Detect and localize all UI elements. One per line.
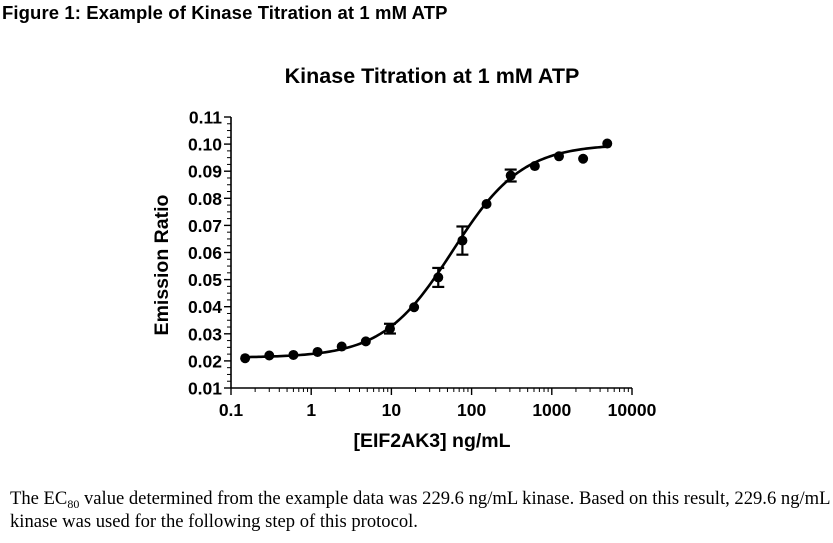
y-tick-label: 0.08	[188, 189, 222, 209]
caption-text-ec: The EC	[10, 488, 68, 509]
data-point	[481, 198, 492, 209]
y-tick-label: 0.05	[188, 270, 222, 290]
x-tick-label: 1000	[532, 400, 571, 420]
y-tick-label: 0.01	[188, 379, 222, 399]
x-tick-label: 10	[382, 400, 402, 420]
y-tick-label: 0.04	[188, 297, 222, 317]
y-tick-label: 0.03	[188, 324, 222, 344]
y-tick-label: 0.09	[188, 162, 222, 182]
data-points	[240, 138, 613, 364]
data-point	[409, 302, 420, 313]
data-point	[264, 350, 275, 361]
caption-subscript: 80	[67, 497, 80, 511]
data-point	[553, 151, 564, 162]
data-point	[602, 138, 613, 149]
x-tick-label: 10000	[608, 400, 657, 420]
y-tick-label: 0.10	[188, 135, 222, 155]
x-tick-label: 1	[306, 400, 316, 420]
data-point	[312, 346, 323, 357]
y-tick-label: 0.11	[189, 108, 222, 128]
y-tick-label: 0.02	[188, 351, 222, 371]
data-point	[288, 349, 299, 360]
y-axis: 0.01 0.02 0.03 0.04 0.05 0.06 0.07 0.08 0.09 0.10…	[188, 108, 232, 399]
x-tick-label: 100	[457, 400, 486, 420]
x-tick-label: 0.1	[219, 400, 244, 420]
data-point	[360, 336, 371, 347]
figure-title: Figure 1: Example of Kinase Titration at…	[2, 2, 448, 23]
data-point	[505, 170, 516, 181]
data-point	[240, 353, 251, 364]
caption: The EC80 value determined from the examp…	[10, 487, 830, 533]
y-tick-label: 0.07	[188, 216, 222, 236]
caption-text-rest: value determined from the example data w…	[10, 488, 830, 532]
fit-curve	[242, 145, 610, 359]
x-axis: 0.1 1 10 100 1000 10000	[219, 387, 657, 420]
data-point	[578, 153, 589, 164]
kinase-titration-chart: Kinase Titration at 1 mM ATP 0.010.020.0…	[151, 64, 657, 452]
x-axis-label: [EIF2AK3] ng/mL	[353, 430, 510, 452]
data-point	[336, 341, 347, 352]
data-point	[384, 323, 395, 334]
data-point	[529, 161, 540, 172]
y-tick-label: 0.06	[188, 243, 222, 263]
chart-title: Kinase Titration at 1 mM ATP	[285, 64, 580, 88]
y-axis-label: Emission Ratio	[151, 194, 173, 335]
data-point	[457, 235, 468, 246]
data-point	[433, 272, 444, 283]
